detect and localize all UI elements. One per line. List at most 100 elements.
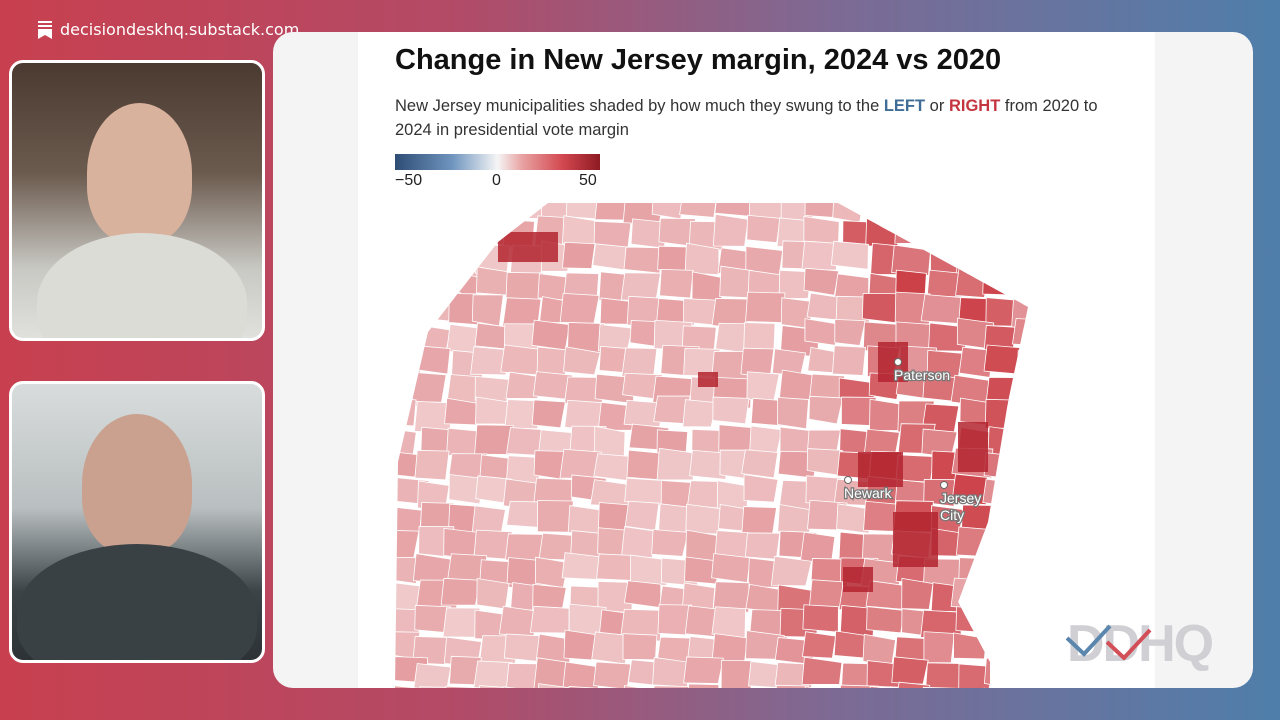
municipality <box>505 663 543 688</box>
municipality <box>745 291 786 324</box>
municipality <box>476 578 510 610</box>
municipality <box>682 399 718 428</box>
municipality <box>720 659 754 688</box>
municipality-strong-swing <box>893 512 938 567</box>
municipality <box>1014 451 1028 485</box>
municipality <box>395 506 423 535</box>
municipality <box>930 582 971 613</box>
city-dot <box>844 476 852 484</box>
ddhq-logo: DDHQ <box>1062 614 1232 678</box>
municipality <box>711 553 751 583</box>
municipality <box>412 663 452 688</box>
municipality <box>505 371 542 399</box>
municipality-strong-swing <box>843 567 873 592</box>
municipality <box>808 395 844 425</box>
municipality <box>983 452 1024 480</box>
municipality <box>831 345 867 376</box>
municipality <box>950 577 991 610</box>
municipality <box>1010 428 1028 460</box>
municipality <box>475 396 511 425</box>
municipality <box>892 203 929 225</box>
municipality <box>418 240 458 273</box>
municipality <box>920 214 958 243</box>
municipality <box>956 220 995 251</box>
municipality <box>1013 272 1028 302</box>
municipality-strong-swing <box>498 232 558 262</box>
municipality <box>990 610 1027 639</box>
municipality <box>741 449 779 479</box>
municipality <box>834 318 866 346</box>
municipality <box>778 269 813 299</box>
municipality <box>770 555 813 587</box>
municipality <box>901 577 934 610</box>
municipality <box>395 268 421 299</box>
municipality <box>471 294 504 327</box>
municipality <box>417 686 452 688</box>
municipality <box>1015 397 1028 431</box>
site-url: decisiondeskhq.substack.com <box>60 20 300 39</box>
municipality <box>596 553 635 581</box>
municipality <box>395 556 418 585</box>
municipality <box>418 218 460 247</box>
municipality <box>953 632 987 660</box>
municipality <box>531 399 566 429</box>
municipality <box>712 213 749 247</box>
municipality <box>591 631 629 665</box>
municipality <box>559 292 600 324</box>
municipality <box>567 505 603 535</box>
municipality <box>446 203 480 224</box>
municipality <box>473 660 513 688</box>
municipality-strong-swing <box>878 342 908 382</box>
municipality <box>866 606 906 634</box>
municipality <box>685 503 723 535</box>
municipality <box>988 528 1025 557</box>
municipality <box>651 529 689 557</box>
color-legend <box>395 154 600 170</box>
municipality <box>1018 682 1028 688</box>
municipality <box>417 345 451 375</box>
municipality <box>988 506 1028 537</box>
municipality <box>982 266 1021 296</box>
municipality <box>988 203 1025 221</box>
municipality <box>470 346 510 376</box>
shared-screen: Change in New Jersey margin, 2024 vs 202… <box>273 32 1253 688</box>
municipality <box>593 661 632 688</box>
municipality <box>395 239 421 270</box>
municipality <box>448 474 485 505</box>
municipality <box>984 398 1021 429</box>
municipality <box>1016 349 1028 378</box>
municipality <box>891 244 931 276</box>
municipality <box>504 533 545 562</box>
municipality <box>395 684 425 688</box>
municipality <box>536 683 574 688</box>
municipality <box>562 661 601 688</box>
municipality <box>395 529 420 559</box>
municipality <box>895 681 931 688</box>
municipality <box>830 240 869 270</box>
municipality <box>623 580 662 609</box>
municipality <box>684 242 720 276</box>
municipality <box>529 605 570 634</box>
city-dot <box>940 481 948 489</box>
municipality <box>801 240 838 271</box>
city-label: City <box>940 507 964 523</box>
municipality <box>395 581 421 612</box>
municipality <box>563 629 601 661</box>
municipality <box>623 246 663 274</box>
municipality <box>869 203 902 225</box>
municipality <box>1015 203 1028 224</box>
municipality <box>620 526 657 558</box>
municipality <box>803 267 840 296</box>
municipality <box>746 371 780 403</box>
municipality <box>649 685 690 688</box>
municipality <box>683 656 724 684</box>
municipality <box>869 398 901 431</box>
municipality <box>711 606 746 639</box>
chart-subtitle: New Jersey municipalities shaded by how … <box>395 97 1098 139</box>
municipality <box>474 424 514 455</box>
municipality <box>412 371 447 403</box>
municipality <box>802 604 839 633</box>
municipality <box>801 656 843 685</box>
municipality <box>832 203 865 223</box>
